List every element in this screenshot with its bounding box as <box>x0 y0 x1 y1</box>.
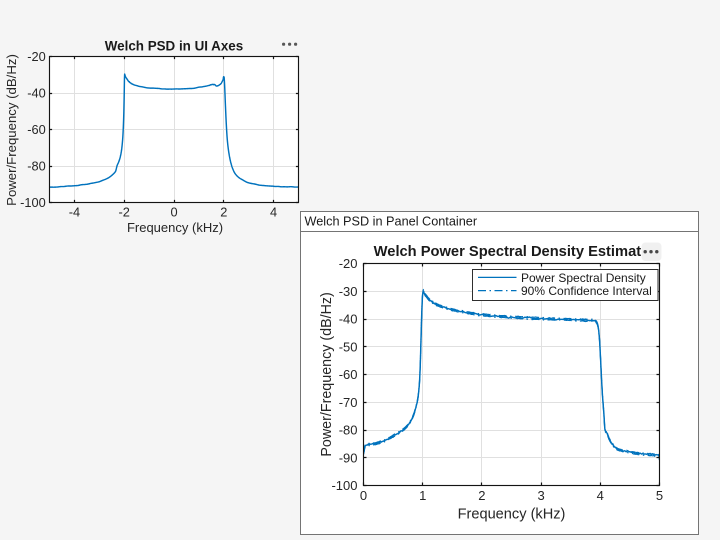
svg-text:Frequency (kHz): Frequency (kHz) <box>458 507 566 523</box>
svg-text:-4: -4 <box>69 204 80 219</box>
svg-text:Power/Frequency (dB/Hz): Power/Frequency (dB/Hz) <box>4 54 19 206</box>
svg-text:1: 1 <box>419 488 426 503</box>
svg-text:0: 0 <box>170 204 177 219</box>
svg-text:2: 2 <box>478 488 485 503</box>
svg-text:-40: -40 <box>27 85 46 100</box>
svg-text:Frequency (kHz): Frequency (kHz) <box>127 220 223 235</box>
svg-text:2: 2 <box>220 204 227 219</box>
svg-text:Welch Power Spectral Density E: Welch Power Spectral Density Estimate <box>374 244 650 260</box>
svg-text:-40: -40 <box>339 312 358 327</box>
svg-text:Power Spectral Density: Power Spectral Density <box>521 271 646 285</box>
svg-text:-30: -30 <box>339 284 358 299</box>
svg-text:-80: -80 <box>339 423 358 438</box>
svg-text:Power/Frequency (dB/Hz): Power/Frequency (dB/Hz) <box>319 292 335 456</box>
svg-text:3: 3 <box>537 488 544 503</box>
svg-text:-90: -90 <box>339 450 358 465</box>
svg-text:-70: -70 <box>339 395 358 410</box>
svg-text:-60: -60 <box>339 367 358 382</box>
svg-text:-2: -2 <box>119 204 130 219</box>
svg-text:-20: -20 <box>339 256 358 271</box>
svg-text:Welch PSD in Panel Container: Welch PSD in Panel Container <box>305 215 478 229</box>
svg-text:-80: -80 <box>27 158 46 173</box>
svg-text:4: 4 <box>597 488 604 503</box>
svg-text:-50: -50 <box>339 339 358 354</box>
svg-text:-60: -60 <box>27 122 46 137</box>
svg-text:4: 4 <box>270 204 277 219</box>
svg-text:90% Confidence Interval: 90% Confidence Interval <box>521 284 652 298</box>
svg-text:-100: -100 <box>331 478 357 493</box>
svg-text:5: 5 <box>656 488 663 503</box>
svg-text:-100: -100 <box>20 195 46 210</box>
svg-text:Welch PSD in UI Axes: Welch PSD in UI Axes <box>105 39 243 54</box>
svg-text:0: 0 <box>360 488 367 503</box>
svg-text:-20: -20 <box>27 49 46 64</box>
